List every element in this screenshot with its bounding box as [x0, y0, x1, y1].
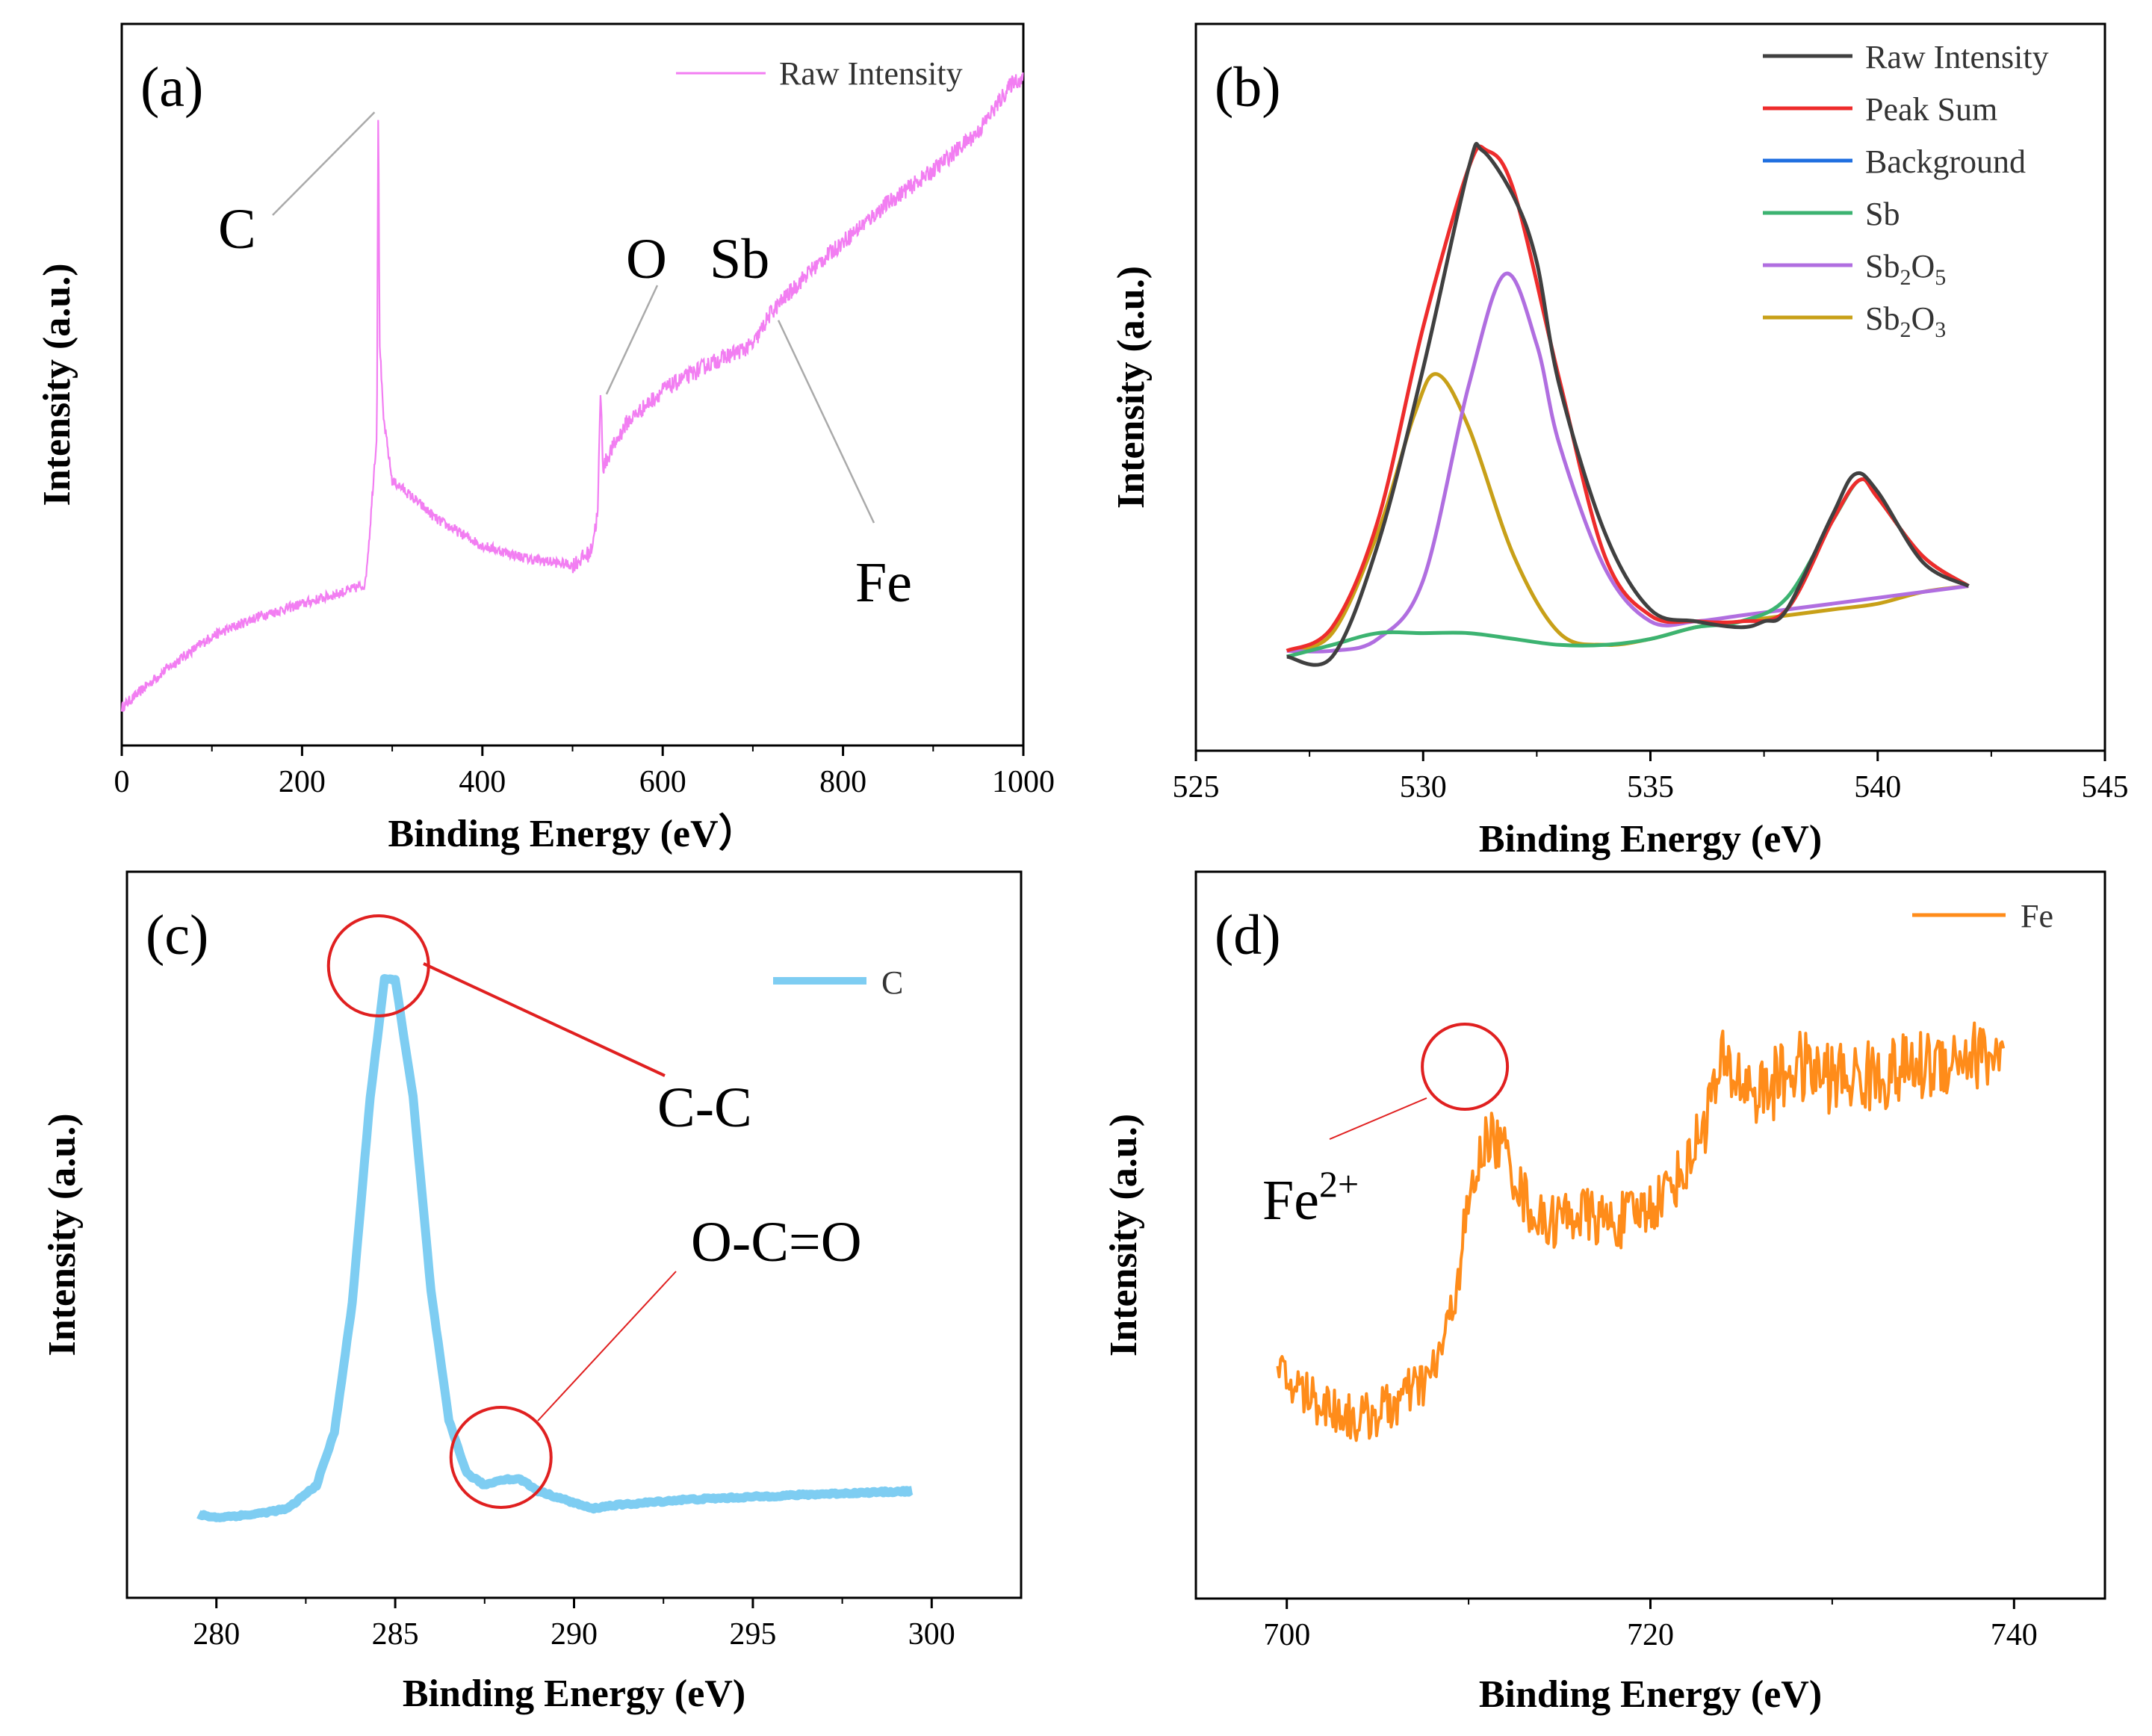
- legend-label: Fe: [2021, 898, 2053, 934]
- annotation-sb: Sb: [710, 228, 769, 291]
- x-axis-label: Binding Energy (eV): [1479, 1673, 1822, 1716]
- series-line-sb2o5: [1286, 271, 1969, 654]
- x-axis-label: Binding Energy (eV): [1479, 818, 1822, 861]
- series-line-raw-intensity: [1286, 142, 1970, 667]
- circle-o-c-o: [449, 1406, 553, 1509]
- legend-label: Sb2O3: [1865, 300, 1946, 342]
- annotation-c: C: [218, 198, 256, 261]
- x-tick-label: 280: [193, 1617, 240, 1652]
- legend-label: Background: [1865, 143, 2026, 180]
- x-tick-label: 535: [1627, 770, 1674, 805]
- panel-c: 280 285 290 295 300 Binding Energy (eV) Intens…: [41, 870, 1023, 1715]
- x-axis-label: Binding Energy (eV): [403, 1673, 745, 1715]
- legend-label: Sb2O5: [1865, 248, 1946, 290]
- leader-line-c-c: [423, 962, 666, 1077]
- panel-label: (c): [146, 904, 208, 967]
- leader-line-fe2: [1329, 1097, 1427, 1140]
- x-tick-label: 800: [819, 765, 866, 799]
- x-tick-label: 600: [639, 765, 686, 799]
- raw-intensity-line: [120, 72, 1024, 713]
- panel-label: (d): [1215, 904, 1281, 967]
- y-axis-label: Intensity (a.u.): [1103, 1114, 1145, 1357]
- panel-label: (b): [1215, 56, 1281, 119]
- x-tick-label: 720: [1627, 1618, 1674, 1652]
- annotation-o-c-o: O-C=O: [691, 1211, 862, 1274]
- x-tick-label: 545: [2082, 770, 2129, 805]
- x-tick-label: 285: [372, 1617, 419, 1652]
- x-tick-label: 530: [1400, 770, 1447, 805]
- x-tick-label: 295: [729, 1617, 776, 1652]
- x-tick-label: 740: [1991, 1618, 2038, 1652]
- y-axis-label: Intensity (a.u.): [41, 1113, 84, 1356]
- panel-b: 525 530 535 540 545 Binding Energy (eV) Intens…: [1110, 22, 2129, 861]
- leader-line-c: [272, 111, 376, 216]
- x-tick-label: 290: [551, 1617, 598, 1652]
- x-tick-label: 540: [1854, 770, 1901, 805]
- leader-line-o-c-o: [537, 1271, 677, 1422]
- x-tick-label: 1000: [992, 765, 1055, 799]
- legend-label: Raw Intensity: [1865, 39, 2049, 75]
- plot-frame: [1194, 870, 2106, 1600]
- annotation-fe: Fe: [855, 551, 912, 614]
- annotation-c-c: C-C: [657, 1076, 752, 1139]
- plot-frame: [1194, 22, 2106, 752]
- fe-spectrum-line: [1276, 1021, 2006, 1442]
- x-tick-label: 300: [908, 1617, 955, 1652]
- panel-label: (a): [140, 56, 203, 119]
- leader-line-fe: [777, 320, 875, 524]
- x-tick-label: 525: [1173, 770, 1220, 805]
- legend-label: C: [881, 964, 903, 1001]
- x-tick-label: 400: [459, 765, 506, 799]
- panel-a: 0 200 400 600 800 1000 Binding Energy (eV） Inte…: [36, 22, 1055, 855]
- annotation-fe2: Fe2+: [1262, 1163, 1359, 1232]
- series-line-peak-sum: [1286, 144, 1970, 653]
- panel-d: 700 720 740 Binding Energy (eV) Intensity (a…: [1103, 870, 2106, 1716]
- legend-label: Raw Intensity: [779, 55, 963, 92]
- plot-frame: [120, 22, 1025, 747]
- x-tick-label: 0: [114, 765, 130, 799]
- y-axis-label: Intensity (a.u.): [1110, 266, 1153, 509]
- circle-fe2: [1421, 1023, 1510, 1111]
- annotation-o: O: [626, 228, 667, 291]
- y-axis-label: Intensity (a.u.): [36, 263, 78, 506]
- legend-label: Peak Sum: [1865, 91, 1997, 128]
- x-axis-label: Binding Energy (eV）: [388, 812, 757, 855]
- legend-label: Sb: [1865, 196, 1900, 232]
- x-tick-label: 700: [1263, 1618, 1310, 1652]
- leader-line-o: [605, 285, 659, 395]
- x-tick-label: 200: [279, 765, 326, 799]
- c-spectrum-line: [196, 974, 915, 1522]
